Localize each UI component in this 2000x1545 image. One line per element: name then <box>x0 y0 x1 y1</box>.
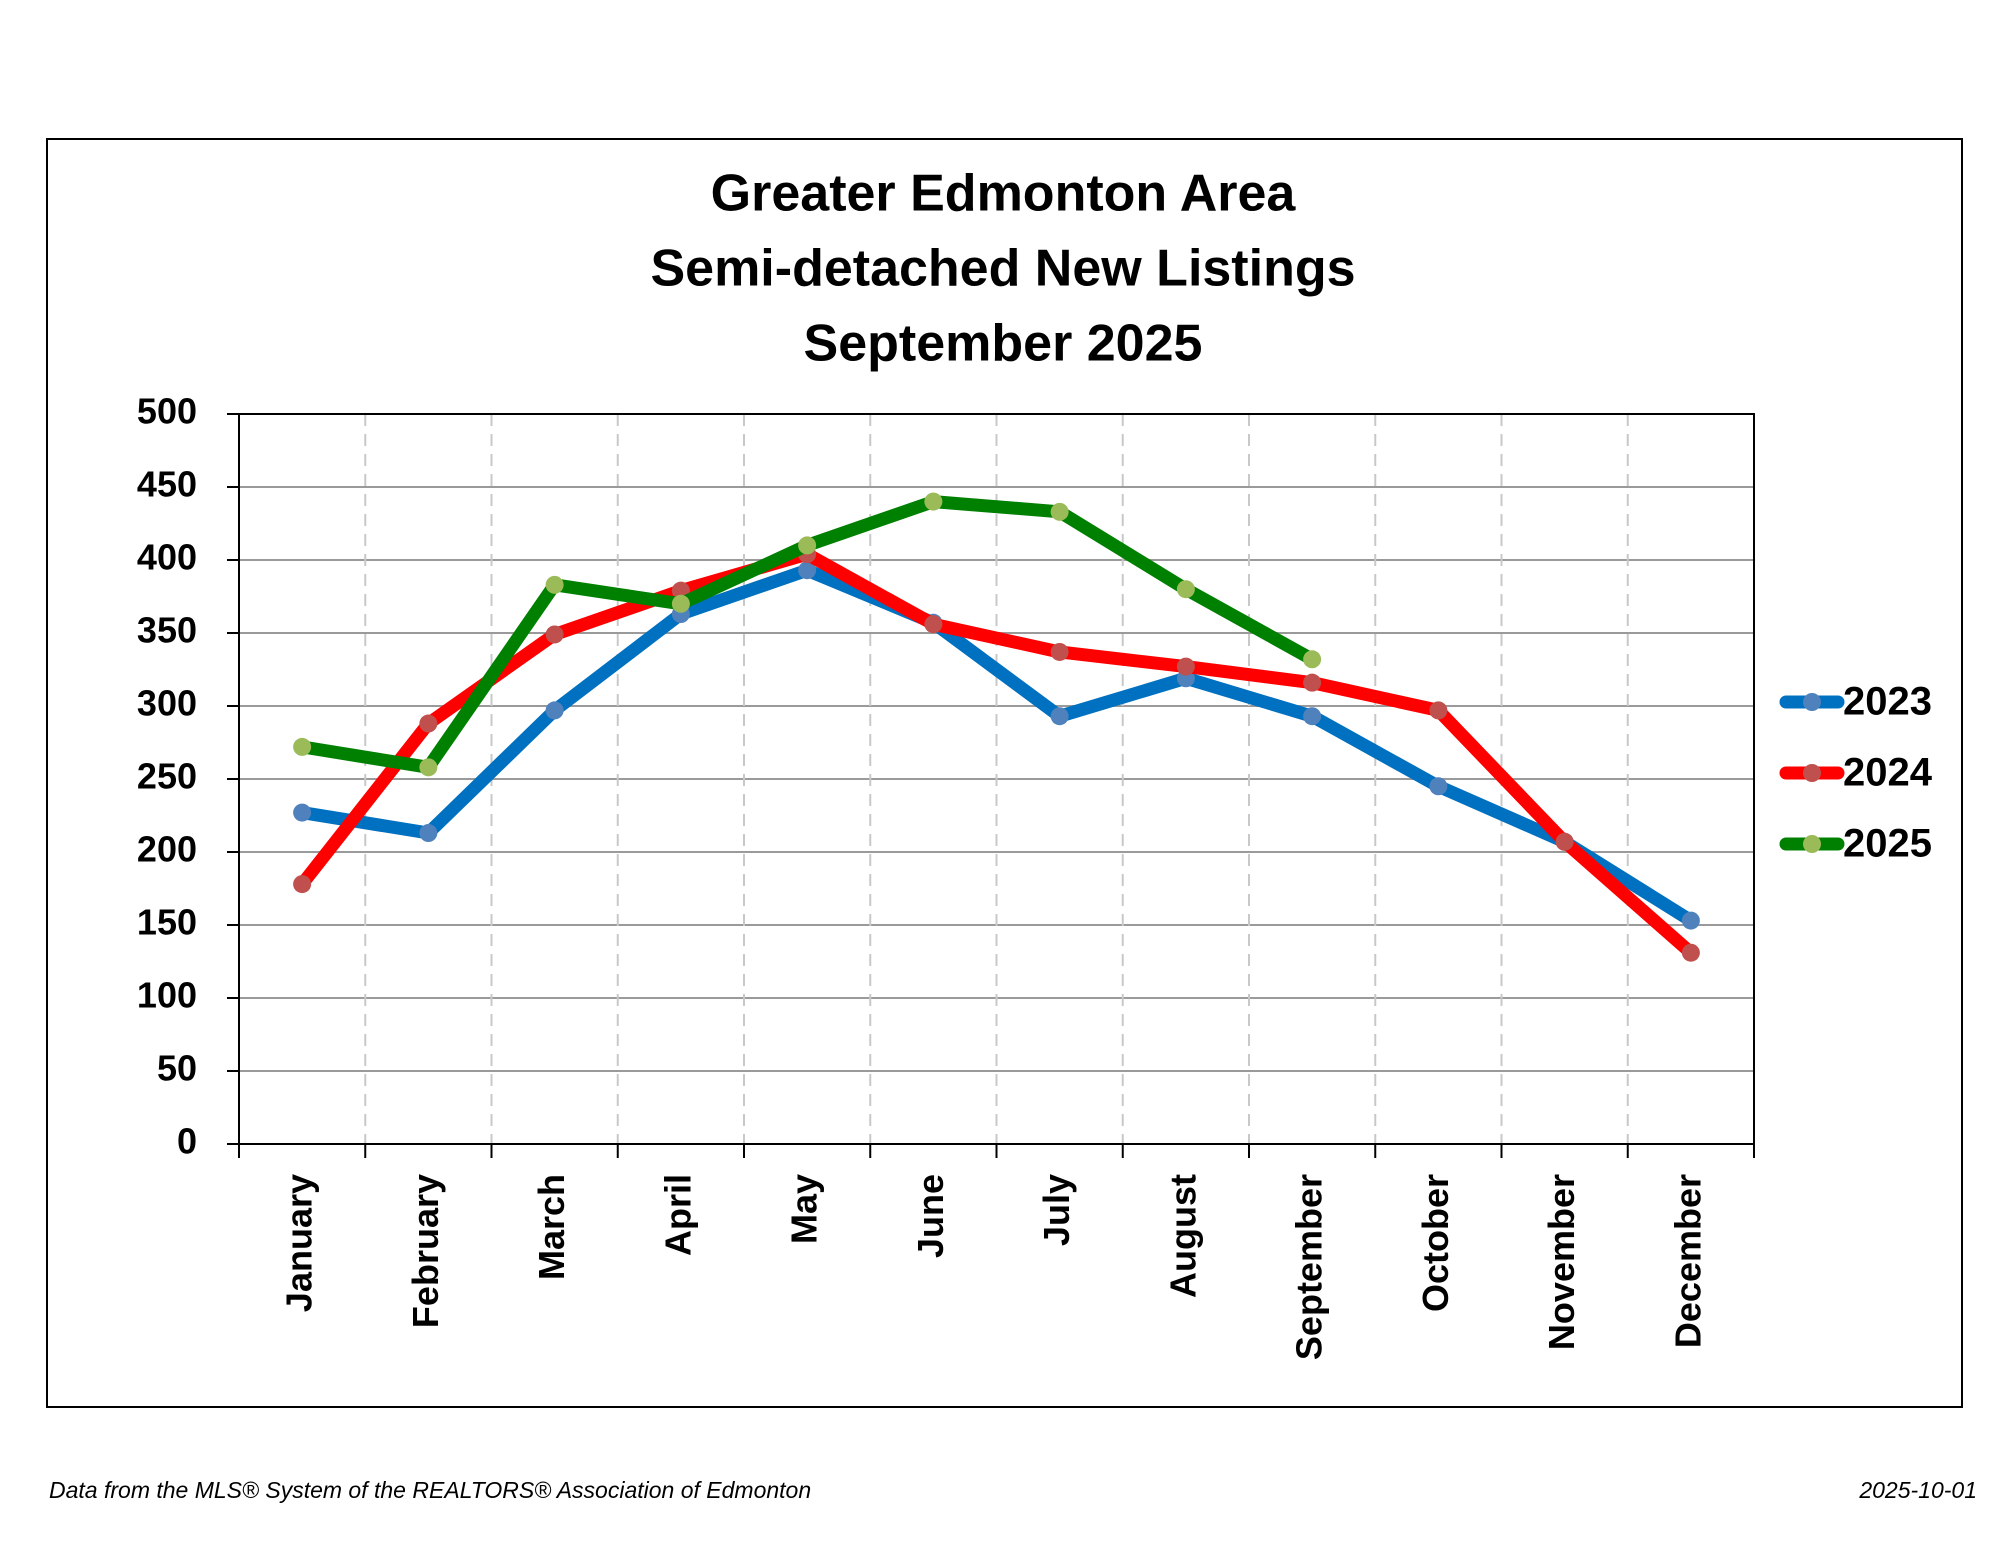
data-point <box>924 615 943 634</box>
footer-date: 2025-10-01 <box>1858 1477 1977 1503</box>
data-point <box>545 625 564 644</box>
legend-label: 2025 <box>1843 822 1932 866</box>
data-point <box>1681 943 1700 962</box>
chart-frame <box>46 138 1963 1408</box>
series-line <box>301 563 1695 927</box>
data-point <box>798 536 817 555</box>
plot-border <box>238 413 1755 1145</box>
data-point <box>419 758 438 777</box>
data-point <box>1303 673 1322 692</box>
y-tick-label: 50 <box>157 1048 197 1089</box>
y-tick-label: 400 <box>137 537 197 578</box>
x-tick-label: May <box>784 1174 825 1244</box>
data-point <box>293 803 312 822</box>
x-tick-label: March <box>531 1174 572 1280</box>
data-point <box>1050 642 1069 661</box>
x-tick-label: August <box>1162 1174 1203 1298</box>
data-point <box>924 492 943 511</box>
y-tick-label: 500 <box>137 391 197 432</box>
series-line <box>297 547 1696 958</box>
x-tick-label: June <box>910 1174 951 1258</box>
data-point <box>1176 657 1195 676</box>
legend-label: 2024 <box>1843 751 1933 795</box>
y-tick-label: 100 <box>137 975 197 1016</box>
data-point <box>293 737 312 756</box>
y-tick-label: 300 <box>137 683 197 724</box>
x-tick-label: September <box>1289 1174 1330 1360</box>
data-point <box>419 824 438 843</box>
y-tick-label: 350 <box>137 610 197 651</box>
data-point <box>419 714 438 733</box>
data-point <box>1303 650 1322 669</box>
legend-marker <box>1803 764 1821 782</box>
x-tick-label: December <box>1667 1174 1708 1348</box>
x-tick-label: April <box>657 1174 698 1256</box>
x-tick-label: February <box>405 1174 446 1328</box>
data-point <box>1681 911 1700 930</box>
x-tick-label: January <box>279 1174 320 1312</box>
data-point <box>1303 707 1322 726</box>
y-tick-label: 0 <box>177 1121 197 1162</box>
data-point <box>545 575 564 594</box>
legend-marker <box>1803 693 1821 711</box>
chart-title: Greater Edmonton Area <box>711 165 1297 223</box>
data-point <box>798 561 817 580</box>
data-point <box>1050 707 1069 726</box>
x-tick-label: July <box>1036 1174 1077 1246</box>
footer-source: Data from the MLS® System of the REALTOR… <box>49 1477 811 1503</box>
x-tick-label: October <box>1415 1174 1456 1312</box>
legend-label: 2023 <box>1843 680 1932 724</box>
x-tick-label: November <box>1541 1174 1582 1350</box>
data-point <box>1429 777 1448 796</box>
legend-marker <box>1803 835 1821 853</box>
data-point <box>293 875 312 894</box>
data-point <box>1176 580 1195 599</box>
data-point <box>671 594 690 613</box>
y-tick-label: 150 <box>137 902 197 943</box>
chart-title: Semi-detached New Listings <box>650 240 1355 298</box>
y-tick-label: 450 <box>137 464 197 505</box>
y-tick-label: 200 <box>137 829 197 870</box>
data-point <box>1050 502 1069 521</box>
chart-title: September 2025 <box>804 315 1203 373</box>
y-tick-label: 250 <box>137 756 197 797</box>
data-point <box>1555 832 1574 851</box>
data-point <box>545 701 564 720</box>
data-point <box>1429 701 1448 720</box>
